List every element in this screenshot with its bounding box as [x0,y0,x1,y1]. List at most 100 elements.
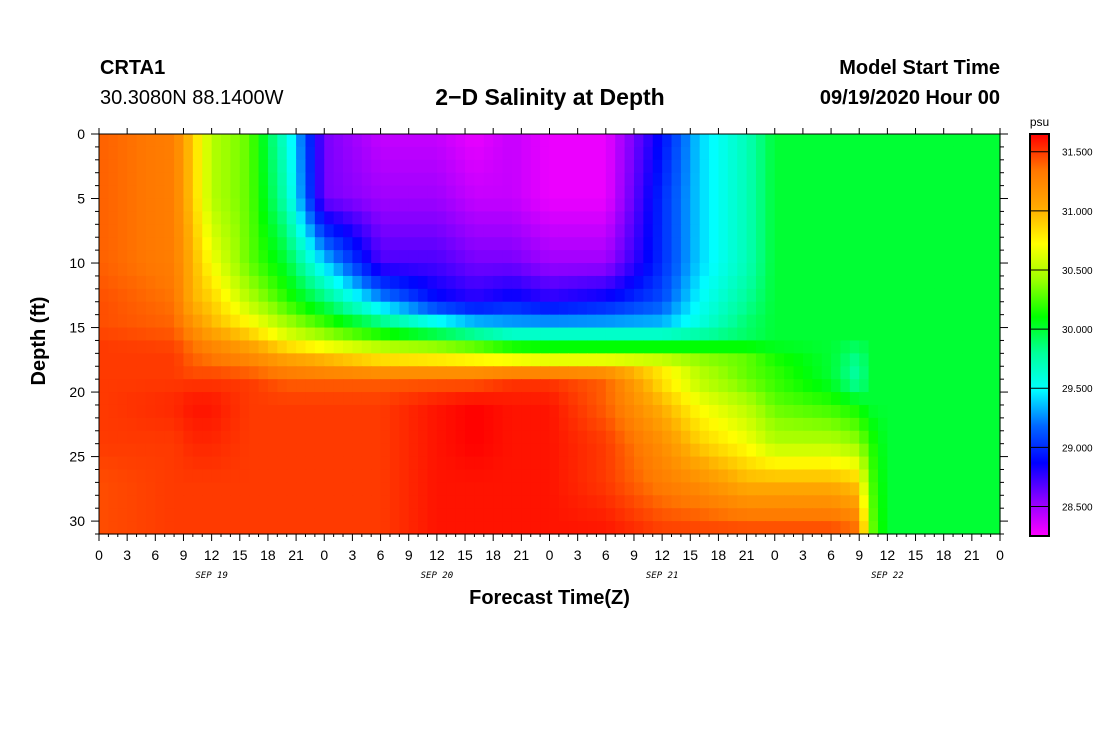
heatmap-cell [943,159,954,174]
heatmap-cell [127,301,138,316]
heatmap-cell [709,146,720,161]
heatmap-cell [427,211,438,225]
heatmap-cell [286,211,297,225]
heatmap-cell [587,482,598,496]
heatmap-cell [389,379,400,393]
heatmap-cell [408,430,419,445]
heatmap-cell [718,430,729,445]
heatmap-cell [474,327,485,342]
heatmap-cell [896,224,907,238]
heatmap-cell [174,263,185,277]
heatmap-cell [521,172,532,187]
heatmap-cell [145,353,156,367]
heatmap-cell [558,159,569,174]
heatmap-cell [568,198,579,213]
heatmap-cell [221,379,231,393]
heatmap-cell [709,404,720,419]
heatmap-cell [352,250,363,264]
heatmap-cell [493,263,504,277]
heatmap-cell [962,404,973,419]
heatmap-cell [549,443,560,458]
heatmap-cell [831,521,842,535]
heatmap-cell [680,275,691,290]
heatmap-cell [305,469,316,483]
heatmap-cell [690,456,701,471]
heatmap-cell [587,314,598,329]
heatmap-cell [549,172,560,187]
heatmap-cell [108,404,119,419]
heatmap-cell [258,159,269,174]
heatmap-cell [249,275,260,290]
heatmap-cell [136,159,147,174]
heatmap-cell [971,159,982,174]
heatmap-cell [652,417,663,432]
heatmap-cell [305,275,316,290]
heatmap-cell [352,134,363,148]
heatmap-cell [624,404,635,419]
heatmap-cell [117,366,128,380]
heatmap-cell [399,263,410,277]
heatmap-cell [455,224,466,238]
x-tick-label: 12 [654,547,670,563]
heatmap-cell [249,508,260,522]
heatmap-cell [427,521,438,535]
heatmap-cell [737,521,748,535]
heatmap-cell [680,185,691,200]
heatmap-cell [183,404,194,419]
heatmap-cell [624,417,635,432]
heatmap-cell [108,237,119,251]
heatmap-cell [709,353,720,367]
heatmap-cell [493,327,504,342]
heatmap-cell [746,469,757,483]
heatmap-cell [577,185,588,200]
heatmap-cell [765,198,776,213]
heatmap-cell [831,159,842,174]
heatmap-cell [296,159,307,174]
heatmap-cell [990,237,1001,251]
heatmap-cell [821,482,832,496]
heatmap-cell [633,417,644,432]
heatmap-cell [436,146,447,161]
heatmap-cell [145,301,156,316]
heatmap-cell [511,521,522,535]
heatmap-cell [145,366,156,380]
heatmap-cell [981,327,992,342]
heatmap-cell [699,301,710,316]
heatmap-cell [568,288,579,303]
heatmap-cell [877,250,888,264]
heatmap-cell [108,482,119,496]
heatmap-cell [108,172,119,187]
heatmap-cell [896,430,907,445]
heatmap-cell [643,430,654,445]
heatmap-cell [671,469,682,483]
heatmap-cell [652,224,663,238]
heatmap-cell [99,159,109,174]
heatmap-cell [296,417,307,432]
heatmap-cell [831,353,842,367]
heatmap-cell [906,456,917,471]
heatmap-cell [117,508,128,522]
heatmap-cell [718,366,729,380]
heatmap-cell [211,146,222,161]
heatmap-cell [277,340,288,354]
heatmap-cell [136,301,147,316]
heatmap-cell [174,482,185,496]
heatmap-cell [971,508,982,522]
heatmap-cell [239,379,250,393]
heatmap-cell [896,417,907,432]
heatmap-cell [624,482,635,496]
heatmap-cell [230,340,241,354]
heatmap-cell [99,417,109,432]
heatmap-cell [934,134,945,148]
heatmap-cell [164,146,175,161]
heatmap-cell [127,327,138,342]
heatmap-cell [418,198,429,213]
heatmap-cell [943,198,954,213]
heatmap-cell [821,456,832,471]
heatmap-cell [718,172,729,187]
heatmap-cell [793,521,804,535]
heatmap-cell [859,482,870,496]
heatmap-cell [690,417,701,432]
heatmap-cell [418,430,429,445]
heatmap-cell [483,353,494,367]
